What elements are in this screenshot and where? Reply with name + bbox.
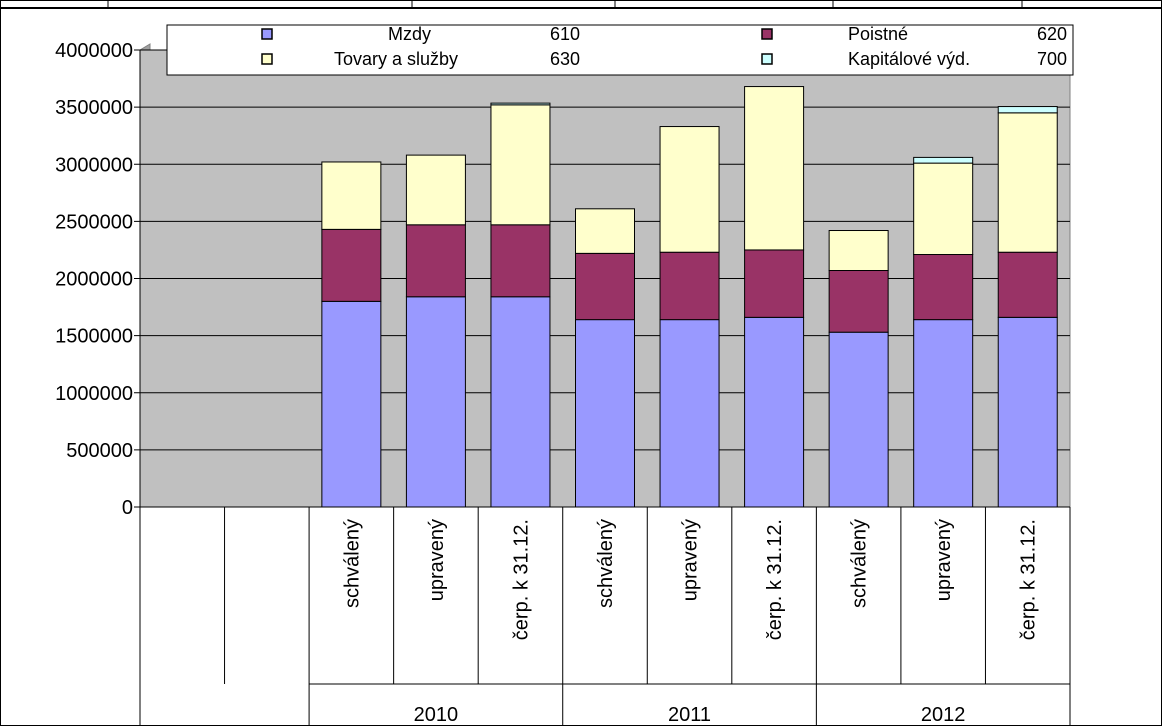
- legend-swatch: [261, 28, 273, 40]
- legend-swatch: [761, 53, 773, 65]
- bar-segment: [321, 300, 382, 508]
- group-label: 2010: [414, 704, 459, 726]
- category-label: upravený: [426, 519, 448, 601]
- bar-segment: [490, 296, 551, 508]
- bar-segment: [997, 251, 1058, 318]
- bar-segment: [405, 296, 466, 508]
- bar-segment: [828, 270, 889, 333]
- category-label: čerp. k 31.12.: [1018, 519, 1040, 640]
- bar-segment: [997, 112, 1058, 253]
- category-label: upravený: [933, 519, 955, 601]
- bar-segment: [659, 251, 720, 321]
- group-label: 2011: [668, 704, 711, 726]
- y-tick-label: 3000000: [55, 154, 133, 176]
- y-tick-label: 2000000: [55, 269, 133, 291]
- bar-segment: [828, 331, 889, 508]
- legend-series-name: Poistné: [848, 24, 908, 44]
- category-label: schválený: [595, 519, 617, 608]
- legend-series-name: Mzdy: [388, 24, 431, 44]
- bar-segment: [659, 126, 720, 253]
- bar-segment: [744, 86, 805, 251]
- bar-segment: [405, 224, 466, 298]
- y-tick-label: 1500000: [55, 326, 133, 348]
- legend-series-code: 610: [550, 24, 580, 44]
- legend-swatch: [761, 28, 773, 40]
- legend-series-code: 620: [1037, 24, 1067, 44]
- legend-box: [166, 24, 1074, 76]
- legend-series-code: 700: [1037, 49, 1067, 69]
- bar-segment: [744, 249, 805, 318]
- y-tick-label: 500000: [66, 440, 133, 462]
- bar-segment: [490, 104, 551, 226]
- bar-segment: [913, 319, 974, 508]
- bar-segment: [490, 224, 551, 298]
- bar-segment: [659, 319, 720, 508]
- y-tick-label: 4000000: [55, 40, 133, 62]
- y-tick-label: 0: [122, 497, 133, 519]
- bar-segment: [321, 161, 382, 230]
- bar-segment: [575, 208, 635, 254]
- category-label: schválený: [341, 519, 363, 608]
- bar-segment: [997, 106, 1058, 114]
- bar-segment: [575, 319, 635, 508]
- y-tick-label: 3500000: [55, 97, 133, 119]
- group-label: 2012: [921, 704, 966, 726]
- bar-segment: [913, 254, 974, 321]
- bar-segment: [997, 316, 1058, 508]
- bar-segment: [913, 156, 974, 164]
- bar-segment: [828, 230, 889, 272]
- legend-swatch: [261, 53, 273, 65]
- legend-series-name: Kapitálové výd.: [848, 49, 970, 69]
- legend-series-name: Tovary a služby: [334, 49, 458, 69]
- bar-segment: [744, 316, 805, 508]
- legend-series-code: 630: [550, 49, 580, 69]
- bar-segment: [490, 102, 551, 106]
- bar-segment: [575, 252, 635, 321]
- bar-segment: [321, 228, 382, 302]
- bar-segment: [913, 162, 974, 256]
- category-label: schválený: [849, 519, 871, 608]
- bar-segment: [405, 154, 466, 226]
- category-label: upravený: [680, 519, 702, 601]
- category-label: čerp. k 31.12.: [764, 519, 786, 640]
- category-label: čerp. k 31.12.: [510, 519, 532, 640]
- y-tick-label: 1000000: [55, 383, 133, 405]
- y-tick-label: 2500000: [55, 211, 133, 233]
